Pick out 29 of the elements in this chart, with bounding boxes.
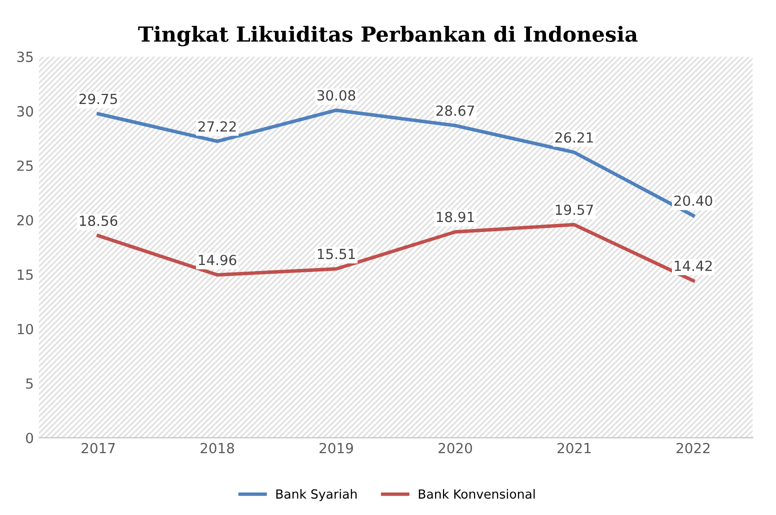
y-tick-label: 0 bbox=[26, 432, 34, 444]
y-tick-label: 25 bbox=[17, 160, 33, 172]
y-tick-label: 10 bbox=[18, 324, 34, 334]
data-label: 29.75 bbox=[79, 94, 117, 104]
data-label: 14.96 bbox=[198, 254, 236, 266]
data-label: 14.42 bbox=[674, 260, 712, 271]
y-tick-label: 20 bbox=[17, 214, 34, 226]
x-tick-label: 2022 bbox=[676, 442, 710, 454]
data-label: 26.21 bbox=[555, 132, 593, 143]
data-label: 27.22 bbox=[198, 121, 236, 132]
chart-title: Tingkat Likuiditas Perbankan di Indonesia bbox=[138, 26, 638, 46]
x-tick-label: 2021 bbox=[558, 442, 591, 454]
legend-label: Bank Konvensional bbox=[418, 489, 535, 499]
x-tick-label: 2018 bbox=[200, 442, 234, 454]
x-tick-label: 2017 bbox=[82, 442, 115, 454]
x-tick-label: 2020 bbox=[438, 442, 472, 454]
data-label: 28.67 bbox=[436, 105, 474, 116]
y-tick-label: 30 bbox=[17, 106, 34, 117]
x-tick-label: 2019 bbox=[320, 442, 353, 454]
data-label: 19.57 bbox=[556, 204, 593, 216]
data-label: 18.91 bbox=[436, 212, 474, 222]
y-tick-label: 15 bbox=[18, 270, 33, 280]
data-label: 15.51 bbox=[318, 248, 355, 260]
data-label: 30.08 bbox=[317, 90, 356, 101]
y-tick-label: 35 bbox=[17, 52, 33, 62]
data-label: 18.56 bbox=[80, 216, 118, 226]
y-tick-label: 5 bbox=[26, 378, 33, 389]
data-label: 20.40 bbox=[674, 195, 712, 206]
legend-label: Bank Syariah bbox=[276, 489, 357, 502]
